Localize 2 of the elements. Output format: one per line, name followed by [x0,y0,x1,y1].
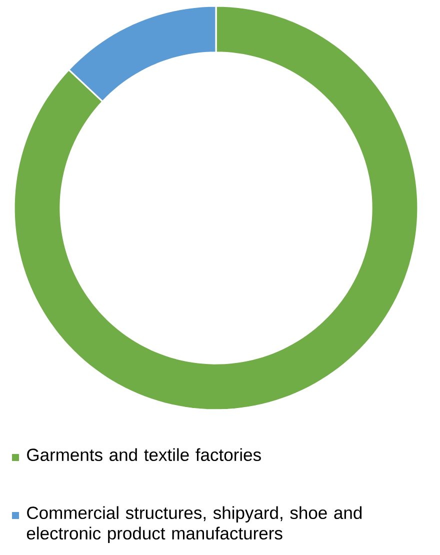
legend-label: Garments and textile factories [27,448,261,462]
legend-label: Commercial structures, shipyard, shoe and electronic product manufacturers [26,506,362,544]
